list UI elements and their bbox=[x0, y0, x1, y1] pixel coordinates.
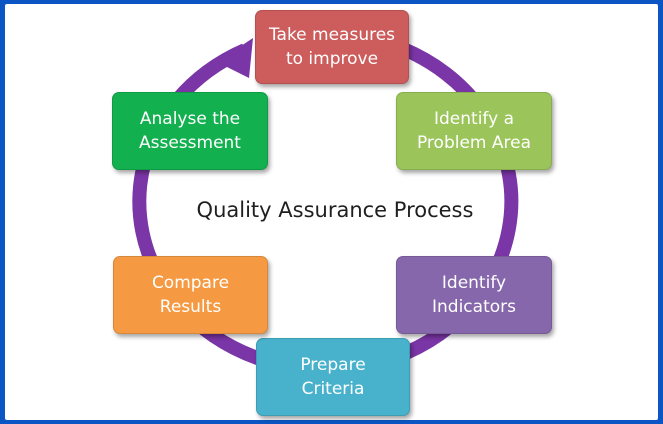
step-compare-results-label: Compare Results bbox=[151, 273, 230, 317]
step-take-measures: Take measures to improve bbox=[255, 10, 409, 84]
step-take-measures-label: Take measures to improve bbox=[268, 25, 396, 69]
diagram-title: Quality Assurance Process bbox=[196, 198, 474, 222]
step-identify-indicators-label: Identify Indicators bbox=[432, 273, 516, 317]
step-prepare-criteria-label: Prepare Criteria bbox=[300, 355, 366, 399]
step-analyse-assessment-label: Analyse the Assessment bbox=[139, 109, 241, 153]
diagram-frame: Take measures to improve Identify a Prob… bbox=[5, 4, 658, 420]
cycle-arrowhead-icon bbox=[217, 38, 253, 78]
step-prepare-criteria: Prepare Criteria bbox=[256, 338, 410, 416]
step-identify-indicators: Identify Indicators bbox=[396, 256, 552, 334]
step-analyse-assessment: Analyse the Assessment bbox=[112, 92, 268, 170]
step-compare-results: Compare Results bbox=[113, 256, 268, 334]
step-identify-problem-area-label: Identify a Problem Area bbox=[416, 109, 532, 153]
step-identify-problem-area: Identify a Problem Area bbox=[396, 92, 552, 170]
